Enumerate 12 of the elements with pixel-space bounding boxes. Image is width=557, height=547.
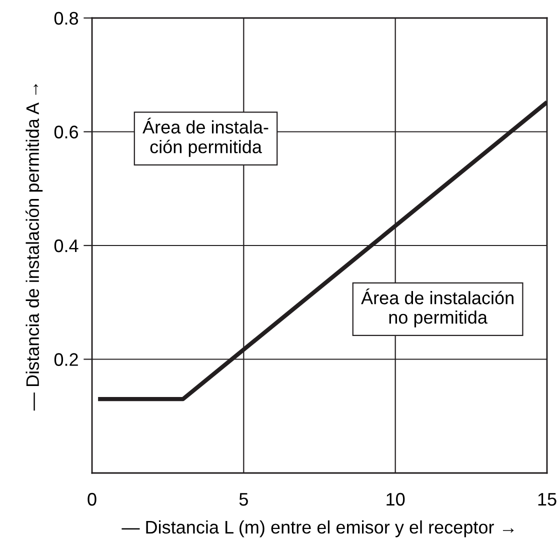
y-tick-label: 0.8	[54, 12, 78, 25]
y-tick-label: 0.4	[54, 239, 78, 252]
x-tick-label: 5	[239, 493, 248, 506]
annotation: Área de instalación no permitida	[361, 288, 514, 328]
x-axis-title: — Distancia L (m) entre el emisor y el receptor →	[122, 520, 514, 538]
y-tick-label: 0.6	[54, 126, 78, 138]
x-tick-label: 15	[538, 493, 556, 506]
y-axis-title: — Distancia de instalación permitida A →	[26, 84, 43, 411]
x-tick-label: 10	[386, 492, 405, 506]
annotation: Área de instala- ción permitida	[142, 118, 268, 157]
y-tick-label: 0.2	[54, 353, 78, 366]
x-tick-label: 0	[88, 492, 96, 506]
